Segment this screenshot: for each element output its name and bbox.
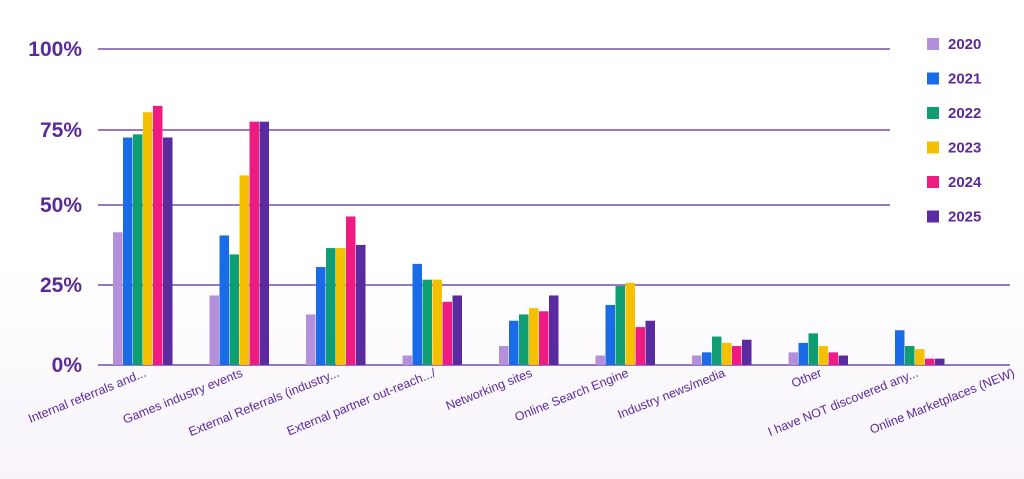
bar-2022-2 bbox=[326, 248, 336, 365]
bar-2023-0 bbox=[143, 112, 153, 365]
bar-2022-8 bbox=[905, 346, 915, 365]
bar-2024-2 bbox=[346, 216, 356, 365]
bar-2024-6 bbox=[732, 346, 742, 365]
bar-2021-6 bbox=[702, 352, 712, 365]
bar-2021-4 bbox=[509, 320, 519, 365]
legend-swatch-2020 bbox=[927, 38, 939, 50]
bar-2022-1 bbox=[229, 254, 239, 365]
legend-swatch-2021 bbox=[927, 72, 939, 85]
bar-2020-2 bbox=[306, 314, 316, 365]
y-tick-label: 0% bbox=[52, 354, 83, 377]
legend-swatch-2023 bbox=[927, 141, 939, 154]
bar-2023-8 bbox=[915, 349, 925, 365]
bars bbox=[113, 105, 945, 366]
legend-swatch-2024 bbox=[927, 176, 939, 188]
legend-label-2021: 2021 bbox=[948, 71, 981, 88]
bar-2020-3 bbox=[402, 355, 412, 365]
legend-label-2024: 2024 bbox=[948, 174, 982, 191]
bar-2023-7 bbox=[818, 346, 828, 365]
bar-2022-0 bbox=[133, 134, 143, 365]
bar-2023-5 bbox=[625, 282, 635, 365]
bar-2020-6 bbox=[692, 355, 702, 365]
bar-2024-1 bbox=[249, 121, 259, 366]
bar-2020-7 bbox=[788, 352, 798, 365]
bar-2023-1 bbox=[239, 175, 249, 365]
bar-2025-4 bbox=[549, 295, 559, 365]
bar-2024-4 bbox=[539, 311, 549, 365]
bar-2021-5 bbox=[605, 304, 615, 365]
bar-2021-0 bbox=[123, 137, 133, 365]
bar-2022-4 bbox=[519, 314, 529, 365]
x-axis-ticks: Internal referrals and...Games industry … bbox=[26, 366, 1016, 439]
legend-swatch-2025 bbox=[927, 210, 939, 223]
y-tick-label: 25% bbox=[40, 274, 82, 297]
bar-2025-6 bbox=[742, 339, 752, 365]
bar-2020-5 bbox=[595, 355, 605, 365]
legend: 2020 2021 2022 2023 2024 2025 bbox=[927, 36, 982, 226]
bar-2021-8 bbox=[895, 330, 905, 365]
bar-2025-5 bbox=[645, 320, 655, 365]
bar-2025-8 bbox=[935, 358, 945, 365]
bar-2021-7 bbox=[798, 342, 808, 365]
bar-2021-2 bbox=[316, 267, 326, 365]
bar-2020-4 bbox=[499, 346, 509, 365]
bar-2025-2 bbox=[356, 244, 366, 365]
y-tick-label: 100% bbox=[28, 38, 82, 61]
bar-2022-6 bbox=[712, 336, 722, 365]
y-tick-label: 75% bbox=[40, 119, 82, 142]
legend-label-2025: 2025 bbox=[948, 209, 981, 226]
bar-2024-0 bbox=[153, 105, 163, 365]
bar-2023-3 bbox=[432, 279, 442, 365]
bar-2024-3 bbox=[442, 301, 452, 365]
bar-2022-3 bbox=[422, 279, 432, 365]
bar-2021-1 bbox=[219, 235, 229, 365]
legend-swatch-2022 bbox=[927, 107, 939, 119]
bar-2022-5 bbox=[615, 286, 625, 365]
bar-2024-5 bbox=[635, 327, 645, 365]
bar-2023-4 bbox=[529, 308, 539, 365]
bar-2024-8 bbox=[925, 358, 935, 365]
legend-label-2020: 2020 bbox=[948, 36, 981, 53]
bar-2025-7 bbox=[838, 355, 848, 365]
bar-2023-2 bbox=[336, 248, 346, 365]
legend-label-2023: 2023 bbox=[948, 140, 981, 157]
bar-2020-1 bbox=[209, 295, 219, 365]
bar-2023-6 bbox=[722, 342, 732, 365]
bar-2024-7 bbox=[828, 352, 838, 365]
y-axis-ticks: 0% 25% 50% 75% 100% bbox=[28, 38, 82, 377]
legend-label-2022: 2022 bbox=[948, 105, 981, 122]
bar-2025-0 bbox=[163, 137, 173, 365]
y-tick-label: 50% bbox=[40, 194, 82, 217]
bar-2025-3 bbox=[452, 295, 462, 365]
x-tick-label: Networking sites bbox=[444, 366, 534, 413]
x-tick-label: Other bbox=[789, 366, 823, 391]
x-tick-label: Industry news/media bbox=[616, 366, 728, 422]
bar-2025-1 bbox=[259, 121, 269, 366]
bar-2020-0 bbox=[113, 232, 123, 365]
bar-2022-7 bbox=[808, 333, 818, 365]
bar-2021-3 bbox=[412, 263, 422, 365]
